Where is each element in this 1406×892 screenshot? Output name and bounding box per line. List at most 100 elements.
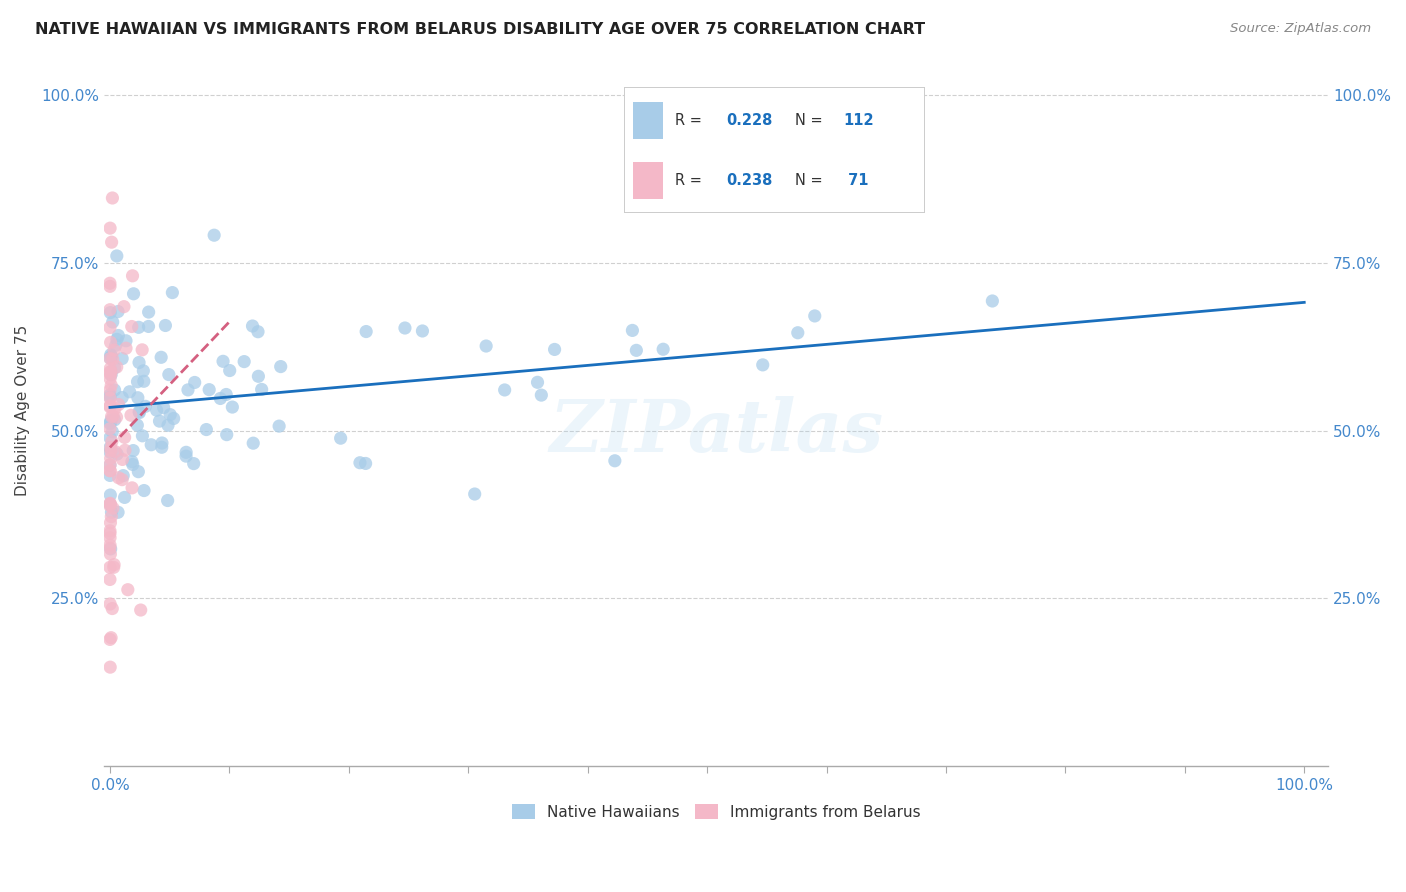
Point xyxy=(100,516,122,530)
Point xyxy=(141,438,163,452)
Point xyxy=(114,443,136,458)
Point xyxy=(103,343,125,357)
Point xyxy=(112,468,135,483)
Point xyxy=(103,560,125,574)
Point xyxy=(104,413,127,427)
Point xyxy=(803,309,825,323)
Point xyxy=(464,487,486,501)
Point xyxy=(100,444,122,458)
Point xyxy=(247,325,270,339)
Point xyxy=(107,398,129,412)
Point xyxy=(101,434,124,449)
Point xyxy=(145,403,167,417)
Point xyxy=(100,368,122,382)
Point xyxy=(98,361,121,376)
Point xyxy=(128,406,150,420)
Point xyxy=(250,383,273,397)
Point xyxy=(100,541,122,556)
Point xyxy=(156,493,179,508)
Point xyxy=(98,302,121,317)
Point xyxy=(98,458,121,472)
Point xyxy=(131,429,153,443)
Point xyxy=(107,328,129,343)
Point xyxy=(98,488,121,502)
Point xyxy=(215,387,238,401)
Point xyxy=(128,404,150,418)
Point xyxy=(354,457,377,471)
Point xyxy=(98,351,121,366)
Point xyxy=(117,582,139,597)
Point xyxy=(98,496,121,510)
Point xyxy=(183,376,205,390)
Point xyxy=(129,603,152,617)
Point xyxy=(128,355,150,369)
Point xyxy=(349,456,371,470)
Point xyxy=(101,352,124,367)
Point xyxy=(103,409,125,424)
Point xyxy=(475,339,498,353)
Point xyxy=(621,323,644,337)
Point xyxy=(233,354,256,368)
Point xyxy=(114,491,136,505)
Point xyxy=(152,401,174,415)
Point xyxy=(198,383,221,397)
Point xyxy=(215,427,238,442)
Point xyxy=(626,343,648,358)
Point xyxy=(212,354,235,368)
Point xyxy=(105,249,128,263)
Point xyxy=(98,221,121,235)
Point xyxy=(98,560,121,574)
Point xyxy=(98,632,121,647)
Point xyxy=(118,384,141,399)
Point xyxy=(100,416,122,430)
Point xyxy=(101,425,124,439)
Point xyxy=(121,268,143,283)
Point xyxy=(131,343,153,357)
Point xyxy=(100,413,122,427)
Point xyxy=(329,431,352,445)
Point xyxy=(104,401,127,416)
Point xyxy=(156,418,179,433)
Point xyxy=(98,541,121,556)
Point xyxy=(134,400,156,414)
Point xyxy=(242,436,264,450)
Point xyxy=(115,341,138,355)
Point xyxy=(132,483,155,498)
Point xyxy=(127,391,149,405)
Point xyxy=(221,400,243,414)
Text: NATIVE HAWAIIAN VS IMMIGRANTS FROM BELARUS DISABILITY AGE OVER 75 CORRELATION CH: NATIVE HAWAIIAN VS IMMIGRANTS FROM BELAR… xyxy=(35,22,925,37)
Point xyxy=(100,509,122,524)
Legend: Native Hawaiians, Immigrants from Belarus: Native Hawaiians, Immigrants from Belaru… xyxy=(506,797,927,826)
Point xyxy=(107,505,129,519)
Point xyxy=(98,445,121,459)
Point xyxy=(98,390,121,404)
Point xyxy=(120,409,142,423)
Point xyxy=(202,228,225,243)
Point xyxy=(195,423,218,437)
Point xyxy=(103,558,125,572)
Point xyxy=(98,351,121,365)
Point xyxy=(98,468,121,483)
Point xyxy=(162,285,184,300)
Point xyxy=(98,573,121,587)
Point xyxy=(100,368,122,382)
Point xyxy=(98,497,121,511)
Point xyxy=(121,319,143,334)
Point xyxy=(177,383,200,397)
Point xyxy=(138,305,160,319)
Point xyxy=(104,444,127,458)
Point xyxy=(98,531,121,545)
Point xyxy=(247,369,270,384)
Point xyxy=(98,538,121,552)
Point xyxy=(132,374,155,388)
Point xyxy=(111,351,134,366)
Point xyxy=(127,375,149,389)
Point xyxy=(411,324,433,338)
Point xyxy=(209,392,232,406)
Point xyxy=(98,391,121,405)
Point xyxy=(270,359,292,374)
Point xyxy=(128,320,150,334)
Point xyxy=(100,547,122,561)
Point xyxy=(107,471,129,485)
Text: ZIPatlas: ZIPatlas xyxy=(548,396,883,467)
